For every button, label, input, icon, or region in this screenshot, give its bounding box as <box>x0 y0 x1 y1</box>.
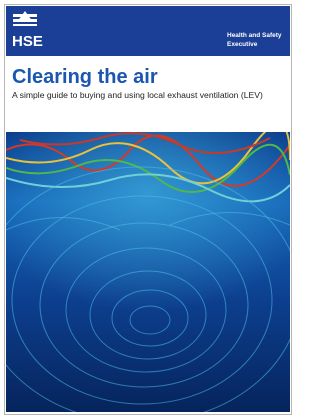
organization-line: Health and Safety <box>227 32 282 39</box>
logo-text: HSE <box>12 33 43 50</box>
subtitle: A simple guide to buying and using local… <box>12 90 263 100</box>
page: HSE Health and Safety Executive Clearing… <box>0 0 296 419</box>
cover-image <box>0 124 296 419</box>
organization-line: Executive <box>227 41 258 48</box>
cover: HSE Health and Safety Executive Clearing… <box>0 0 296 419</box>
header-band <box>6 6 290 56</box>
title: Clearing the air <box>12 66 158 88</box>
